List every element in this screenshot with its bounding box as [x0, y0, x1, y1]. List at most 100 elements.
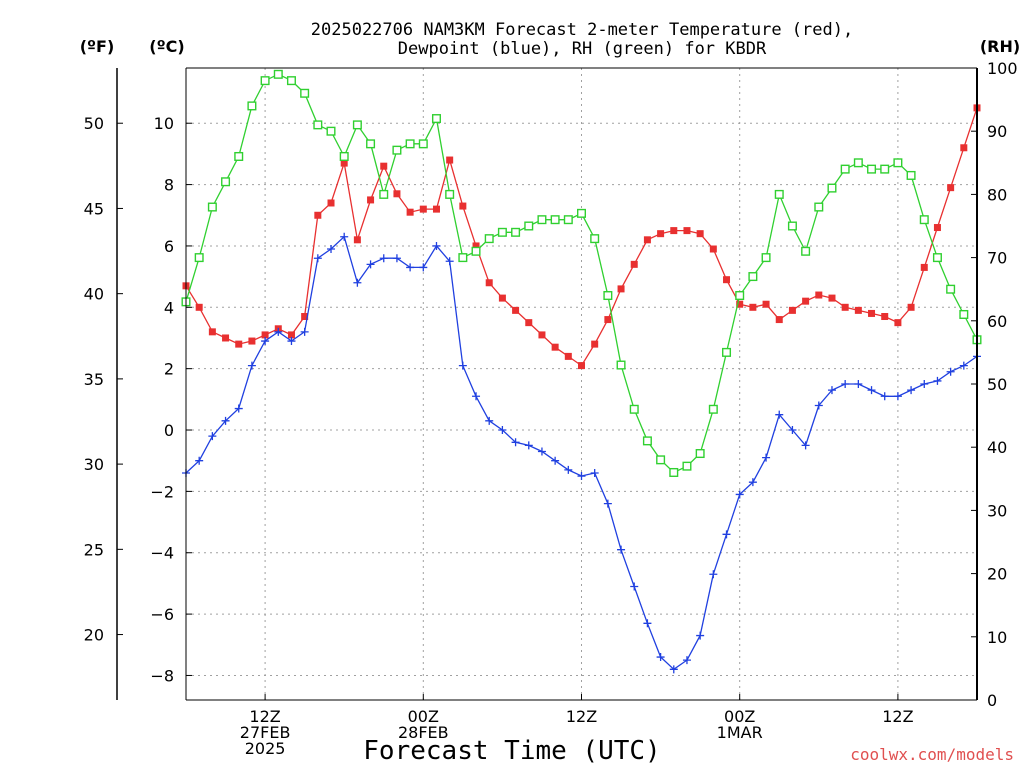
rh-point: [563, 215, 573, 225]
chart-title-line-1: 2025022706 NAM3KM Forecast 2-meter Tempe…: [311, 20, 853, 40]
celsius-tick-label: −8: [150, 666, 174, 685]
dewpoint-point: [353, 278, 362, 287]
rh-point: [418, 139, 428, 149]
temperature-point: [709, 245, 717, 253]
celsius-tick-label: −6: [150, 605, 174, 624]
temperature-point: [301, 313, 309, 321]
dewpoint-point: [854, 380, 863, 388]
temperature-point: [960, 144, 968, 152]
temperature-point: [472, 242, 480, 250]
dewpoint-point: [432, 241, 441, 250]
rh-point: [379, 189, 389, 199]
temperature-point: [195, 303, 203, 311]
rh-point: [959, 309, 969, 319]
dewpoint-point: [656, 653, 665, 662]
rh-point: [853, 158, 863, 168]
rh-tick-label: 10: [987, 628, 1007, 647]
temperature-point: [353, 236, 361, 244]
rh-point: [484, 234, 494, 244]
temperature-point: [419, 205, 427, 213]
dewpoint-point: [933, 376, 942, 385]
dewpoint-point: [814, 401, 823, 410]
fahrenheit-tick-label: 30: [84, 455, 104, 474]
dewpoint-point: [247, 361, 256, 370]
rh-tick-label: 0: [987, 691, 997, 710]
temperature-point: [775, 316, 783, 324]
rh-point: [946, 284, 956, 294]
celsius-tick-label: 6: [164, 237, 174, 256]
rh-point: [221, 177, 231, 187]
dewpoint-point: [564, 465, 573, 474]
dewpoint-point: [722, 530, 731, 539]
celsius-tick-label: 4: [164, 298, 174, 317]
dewpoint-point: [327, 245, 336, 254]
temperature-point: [261, 331, 269, 339]
rh-tick-label: 70: [987, 249, 1007, 268]
rh-point: [656, 455, 666, 465]
rh-tick-label: 20: [987, 565, 1007, 584]
rh-point: [787, 221, 797, 231]
temperature-point: [683, 227, 691, 235]
temperature-point: [208, 328, 216, 336]
temperature-point: [788, 306, 796, 314]
dewpoint-point: [735, 490, 744, 499]
temperature-point: [393, 190, 401, 198]
temperature-point: [828, 294, 836, 302]
temperature-point: [604, 316, 612, 324]
dewpoint-point: [643, 619, 652, 628]
dewpoint-point: [946, 367, 955, 376]
fahrenheit-tick-label: 20: [84, 626, 104, 645]
dewpoint-point: [300, 327, 309, 336]
temperature-point: [723, 276, 731, 284]
rh-point: [524, 221, 534, 231]
dewpoint-point: [801, 441, 810, 450]
rh-point: [471, 246, 481, 256]
rh-point: [695, 449, 705, 459]
temperature-point: [406, 208, 414, 216]
series-layer: [181, 69, 982, 674]
dewpoint-point: [458, 361, 467, 370]
dewpoint-point: [511, 438, 520, 447]
temperature-point: [657, 230, 665, 238]
chart-title-line-2: Dewpoint (blue), RH (green) for KBDR: [398, 39, 767, 59]
celsius-tick-label: −4: [150, 544, 174, 563]
temperature-point: [736, 300, 744, 308]
fahrenheit-tick-label: 45: [84, 199, 104, 218]
rh-point: [234, 151, 244, 161]
dewpoint-point: [274, 327, 283, 336]
dewpoint-point: [590, 468, 599, 477]
axes: −8−6−4−202468102025303540455001020304050…: [84, 59, 1018, 758]
temperature-point: [498, 294, 506, 302]
rh-point: [352, 120, 362, 130]
dewpoint-point: [419, 263, 428, 272]
dewpoint-point: [920, 380, 929, 388]
rh-point: [682, 461, 692, 471]
celsius-tick-label: 0: [164, 421, 174, 440]
dewpoint-point: [551, 456, 560, 465]
temperature-point: [881, 313, 889, 321]
dewpoint-point: [788, 426, 797, 435]
dewpoint-point: [445, 257, 454, 266]
dewpoint-point: [959, 361, 968, 370]
rh-unit-label: (RH): [980, 37, 1020, 56]
temperature-point: [538, 331, 546, 339]
x-tick-label: 12Z: [249, 707, 280, 726]
x-tick-label: 1MAR: [717, 723, 763, 742]
rh-point: [590, 234, 600, 244]
x-tick-label: 27FEB: [240, 723, 291, 742]
dewpoint-point: [221, 416, 230, 425]
dewpoint-point: [406, 263, 415, 272]
rh-point: [919, 215, 929, 225]
rh-point: [550, 215, 560, 225]
rh-point: [801, 246, 811, 256]
x-tick-label: 00Z: [724, 707, 755, 726]
dewpoint-point: [696, 631, 705, 640]
rh-point: [616, 360, 626, 370]
dewpoint-point: [366, 260, 375, 269]
temperature-point: [512, 306, 520, 314]
temperature-point: [564, 352, 572, 360]
rh-point: [339, 151, 349, 161]
temperature-point: [841, 303, 849, 311]
temperature-point: [815, 291, 823, 299]
temperature-point: [617, 285, 625, 293]
